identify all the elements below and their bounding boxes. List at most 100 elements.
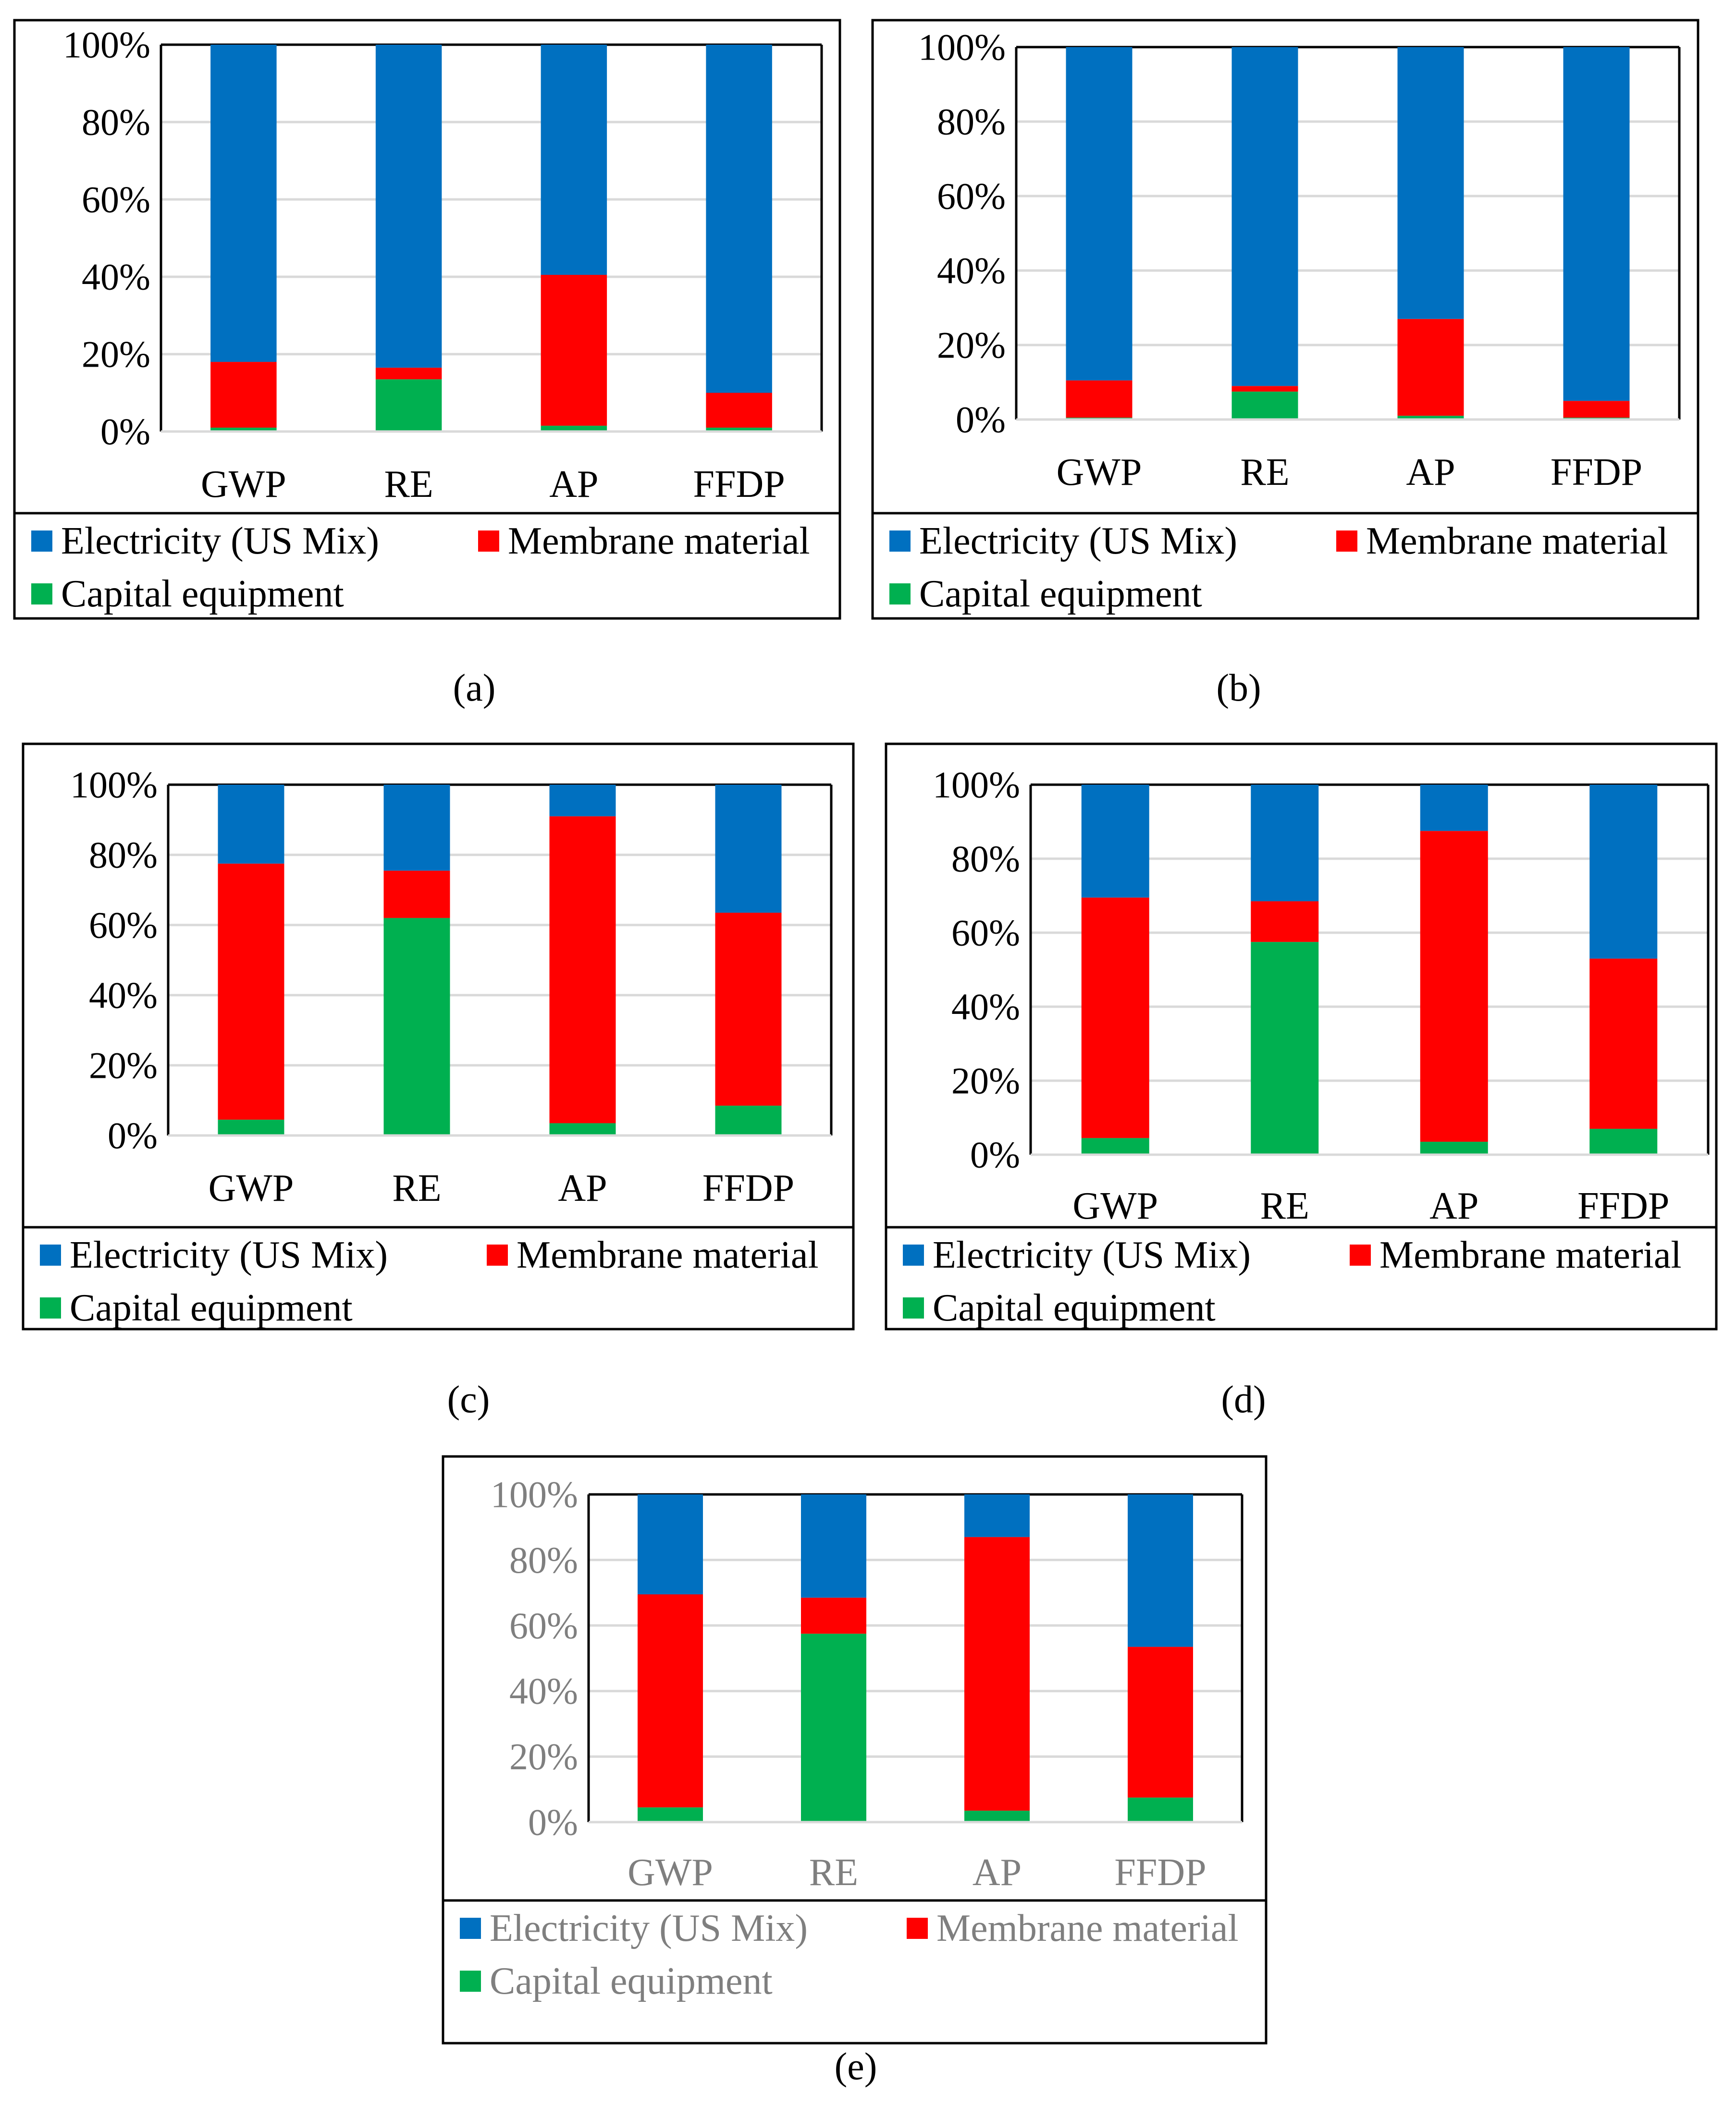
y-tick-label: 20% — [951, 1060, 1020, 1102]
bar-segment-electricity-us-mix — [1589, 785, 1658, 959]
legend-swatch — [31, 583, 52, 604]
x-tick-label: RE — [1240, 451, 1289, 493]
bar-segment-electricity-us-mix — [638, 1494, 703, 1595]
y-tick-label: 100% — [933, 764, 1020, 806]
legend-label: Membrane material — [1379, 1234, 1682, 1276]
bar-segment-electricity-us-mix — [1231, 47, 1298, 386]
y-tick-label: 40% — [951, 986, 1020, 1028]
bar-segment-membrane-material — [1066, 380, 1133, 418]
bar-segment-membrane-material — [706, 393, 772, 428]
bar-segment-capital-equipment — [210, 427, 277, 432]
legend-label: Capital equipment — [490, 1960, 773, 2002]
bar-segment-membrane-material — [1231, 386, 1298, 392]
x-tick-label: RE — [392, 1167, 441, 1209]
bar-segment-electricity-us-mix — [1563, 47, 1630, 401]
bar-segment-capital-equipment — [549, 1123, 616, 1135]
bar-segment-membrane-material — [1251, 901, 1319, 942]
y-tick-label: 0% — [100, 411, 150, 453]
legend-swatch — [889, 583, 911, 604]
y-tick-label: 80% — [937, 101, 1006, 143]
y-tick-label: 100% — [70, 764, 158, 806]
x-tick-label: GWP — [1057, 451, 1142, 493]
y-tick-label: 100% — [63, 24, 150, 66]
y-tick-label: 40% — [82, 256, 150, 298]
x-tick-label: AP — [1406, 451, 1455, 493]
x-tick-label: FFDP — [1551, 451, 1642, 493]
legend-label: Electricity (US Mix) — [490, 1907, 808, 1949]
bar-segment-membrane-material — [1420, 831, 1488, 1142]
x-tick-label: RE — [1260, 1185, 1309, 1227]
legend-swatch — [1336, 530, 1357, 552]
bar-segment-capital-equipment — [1251, 942, 1319, 1155]
y-tick-label: 0% — [970, 1134, 1020, 1176]
legend-label: Electricity (US Mix) — [61, 520, 379, 562]
x-tick-label: AP — [549, 463, 598, 506]
y-tick-label: 80% — [89, 834, 158, 876]
y-tick-label: 100% — [491, 1474, 578, 1516]
bar-segment-membrane-material — [1128, 1647, 1193, 1798]
bar-segment-membrane-material — [1081, 897, 1149, 1138]
y-tick-label: 80% — [82, 101, 150, 143]
bar-segment-membrane-material — [715, 913, 782, 1106]
legend-label: Capital equipment — [61, 573, 344, 615]
panel-caption: (b) — [1216, 667, 1261, 709]
x-tick-label: FFDP — [1114, 1851, 1206, 1894]
x-tick-label: GWP — [1072, 1185, 1158, 1227]
legend-label: Capital equipment — [70, 1287, 353, 1329]
bar-segment-membrane-material — [1563, 401, 1630, 418]
x-tick-label: AP — [973, 1851, 1022, 1894]
x-tick-label: GWP — [209, 1167, 294, 1209]
x-tick-label: AP — [558, 1167, 607, 1209]
chart-panel-a: 0% 20% 40% 60% 80% 100% GWP RE AP FFDP Electricity… — [13, 19, 841, 709]
y-tick-label: 60% — [951, 912, 1020, 954]
chart-panel-b: 0% 20% 40% 60% 80% 100% GWP RE AP FFDP Electricity… — [871, 19, 1699, 709]
bar-segment-capital-equipment — [383, 918, 450, 1135]
y-tick-label: 20% — [509, 1736, 578, 1777]
legend-swatch — [1350, 1245, 1371, 1266]
x-tick-label: AP — [1429, 1185, 1478, 1227]
bar-segment-membrane-material — [1397, 319, 1464, 416]
bar-segment-electricity-us-mix — [549, 785, 616, 816]
bar-segment-electricity-us-mix — [218, 785, 284, 864]
bar-segment-membrane-material — [638, 1594, 703, 1808]
bar-segment-electricity-us-mix — [964, 1494, 1030, 1537]
chart-panel-e: 0% 20% 40% 60% 80% 100% GWP RE AP FFDP Electricity… — [442, 1455, 1268, 2088]
legend-swatch — [40, 1245, 61, 1266]
panel-caption: (a) — [453, 667, 496, 709]
bar-segment-capital-equipment — [1128, 1797, 1193, 1822]
bar-segment-capital-equipment — [715, 1105, 782, 1135]
bar-segment-capital-equipment — [1397, 416, 1464, 419]
legend-swatch — [907, 1918, 928, 1939]
y-tick-label: 60% — [82, 179, 150, 221]
legend-swatch — [903, 1297, 924, 1319]
legend-label: Membrane material — [936, 1907, 1239, 1949]
y-tick-label: 80% — [951, 838, 1020, 880]
y-tick-label: 60% — [937, 175, 1006, 217]
chart-panel-d: 0% 20% 40% 60% 80% 100% GWP RE AP FFDP Electricity… — [885, 742, 1718, 1421]
y-tick-label: 100% — [918, 26, 1006, 68]
y-tick-label: 0% — [528, 1801, 578, 1843]
bar-segment-capital-equipment — [801, 1633, 866, 1822]
bar-segment-electricity-us-mix — [1066, 47, 1133, 381]
legend-swatch — [40, 1297, 61, 1319]
bar-segment-capital-equipment — [638, 1807, 703, 1822]
bar-segment-electricity-us-mix — [1128, 1494, 1193, 1647]
legend-swatch — [903, 1245, 924, 1266]
bar-segment-electricity-us-mix — [1251, 785, 1319, 901]
legend-swatch — [31, 530, 52, 552]
bar-segment-capital-equipment — [706, 427, 772, 432]
x-tick-label: RE — [384, 463, 433, 506]
y-tick-label: 40% — [509, 1670, 578, 1712]
y-tick-label: 40% — [937, 250, 1006, 292]
legend-swatch — [460, 1971, 481, 1992]
bar-segment-capital-equipment — [1420, 1142, 1488, 1155]
bar-segment-membrane-material — [218, 863, 284, 1120]
bar-segment-capital-equipment — [964, 1811, 1030, 1822]
legend-label: Membrane material — [508, 520, 810, 562]
bar-segment-electricity-us-mix — [1397, 47, 1464, 319]
bar-segment-membrane-material — [541, 274, 607, 426]
y-tick-label: 20% — [89, 1045, 158, 1086]
bar-segment-membrane-material — [964, 1537, 1030, 1811]
bar-segment-membrane-material — [549, 816, 616, 1123]
